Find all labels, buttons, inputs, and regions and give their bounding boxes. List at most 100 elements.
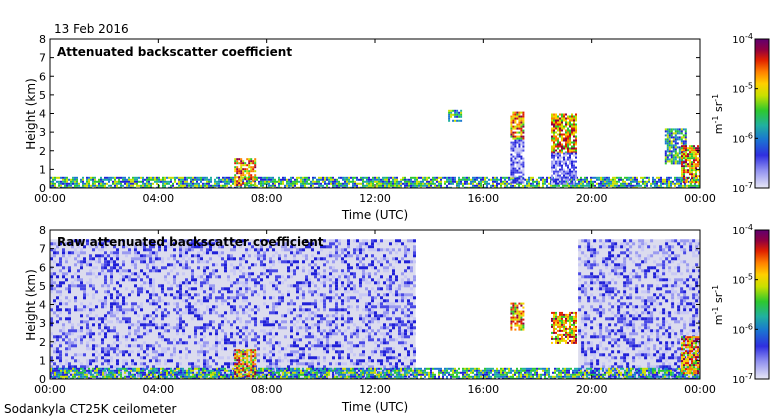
heatmap-cell xyxy=(341,284,344,288)
heatmap-cell xyxy=(140,308,143,312)
heatmap-cell xyxy=(52,176,54,179)
heatmap-cell xyxy=(660,184,662,187)
heatmap-cell xyxy=(92,257,95,261)
heatmap-cell xyxy=(50,254,53,258)
heatmap-cell xyxy=(610,178,612,181)
heatmap-cell xyxy=(234,182,237,185)
heatmap-cell xyxy=(125,302,128,306)
heatmap-cell xyxy=(203,299,206,303)
heatmap-cell xyxy=(239,260,242,264)
heatmap-cell xyxy=(293,284,296,288)
heatmap-cell xyxy=(362,341,365,345)
heatmap-cell xyxy=(616,176,618,179)
heatmap-cell xyxy=(284,335,287,339)
heatmap-cell xyxy=(257,281,260,285)
heatmap-cell xyxy=(202,176,204,179)
heatmap-cell xyxy=(83,308,86,312)
heatmap-cell xyxy=(311,302,314,306)
heatmap-cell xyxy=(654,180,656,183)
heatmap-cell xyxy=(292,176,294,179)
heatmap-cell xyxy=(632,180,634,183)
heatmap-cell xyxy=(113,350,116,354)
heatmap-cell xyxy=(278,182,280,185)
heatmap-cell xyxy=(676,128,679,131)
heatmap-cell xyxy=(341,272,344,276)
heatmap-cell xyxy=(240,158,243,161)
heatmap-cell xyxy=(191,242,194,246)
heatmap-cell xyxy=(152,266,155,270)
heatmap-cell xyxy=(338,296,341,300)
heatmap-cell xyxy=(404,314,407,318)
heatmap-cell xyxy=(590,180,592,183)
heatmap-cell xyxy=(341,302,344,306)
heatmap-cell xyxy=(510,147,513,150)
heatmap-cell xyxy=(53,335,56,339)
heatmap-cell xyxy=(642,180,644,183)
heatmap-cell xyxy=(634,186,636,188)
heatmap-cell xyxy=(676,138,679,141)
heatmap-cell xyxy=(573,166,575,169)
heatmap-cell xyxy=(561,178,563,181)
heatmap-cell xyxy=(553,149,555,152)
heatmap-cell xyxy=(466,186,468,188)
heatmap-cell xyxy=(65,287,68,291)
heatmap-cell xyxy=(588,182,590,185)
heatmap-cell xyxy=(173,281,176,285)
heatmap-cell xyxy=(413,353,416,357)
heatmap-cell xyxy=(176,260,179,264)
heatmap-cell xyxy=(338,341,341,345)
heatmap-cell xyxy=(571,158,573,161)
heatmap-cell xyxy=(561,115,563,118)
heatmap-cell xyxy=(272,353,275,357)
heatmap-cell xyxy=(236,170,239,173)
heatmap-cell xyxy=(182,257,185,261)
heatmap-cell xyxy=(559,170,561,173)
heatmap-cell xyxy=(269,245,272,249)
heatmap-cell xyxy=(98,242,101,246)
heatmap-cell xyxy=(575,156,577,159)
heatmap-cell xyxy=(122,176,124,179)
heatmap-cell xyxy=(260,242,263,246)
heatmap-cell xyxy=(522,165,525,168)
heatmap-cell xyxy=(164,275,167,279)
heatmap-cell xyxy=(89,281,92,285)
heatmap-cell xyxy=(77,242,80,246)
heatmap-cell xyxy=(410,302,413,306)
heatmap-cell xyxy=(553,180,555,183)
heatmap-cell xyxy=(395,362,398,366)
heatmap-cell xyxy=(551,168,553,171)
heatmap-cell xyxy=(359,284,362,288)
heatmap-cell xyxy=(389,248,392,252)
heatmap-cell xyxy=(68,308,71,312)
heatmap-cell xyxy=(683,147,685,150)
heatmap-cell xyxy=(314,344,317,348)
heatmap-cell xyxy=(602,180,604,183)
heatmap-cell xyxy=(239,317,242,321)
heatmap-cell xyxy=(555,166,557,169)
heatmap-cell xyxy=(287,353,290,357)
heatmap-cell xyxy=(156,182,158,185)
heatmap-cell xyxy=(614,184,616,187)
heatmap-cell xyxy=(215,338,218,342)
heatmap-cell xyxy=(242,275,245,279)
heatmap-cell xyxy=(674,130,677,133)
heatmap-cell xyxy=(561,119,563,122)
heatmap-cell xyxy=(122,317,125,321)
heatmap-cell xyxy=(323,263,326,267)
heatmap-cell xyxy=(64,176,66,179)
heatmap-cell xyxy=(80,302,83,306)
heatmap-cell xyxy=(685,153,687,156)
heatmap-cell xyxy=(287,260,290,264)
heatmap-cell xyxy=(236,296,239,300)
heatmap-cell xyxy=(689,167,691,170)
heatmap-cell xyxy=(428,184,430,187)
heatmap-cell xyxy=(683,165,685,168)
heatmap-cell xyxy=(275,362,278,366)
heatmap-cell xyxy=(58,180,60,183)
heatmap-cell xyxy=(486,176,488,179)
heatmap-cell xyxy=(389,317,392,321)
heatmap-cell xyxy=(317,338,320,342)
heatmap-cell xyxy=(88,186,90,188)
y-tick-label: 1 xyxy=(39,163,46,176)
heatmap-cell xyxy=(484,176,486,179)
